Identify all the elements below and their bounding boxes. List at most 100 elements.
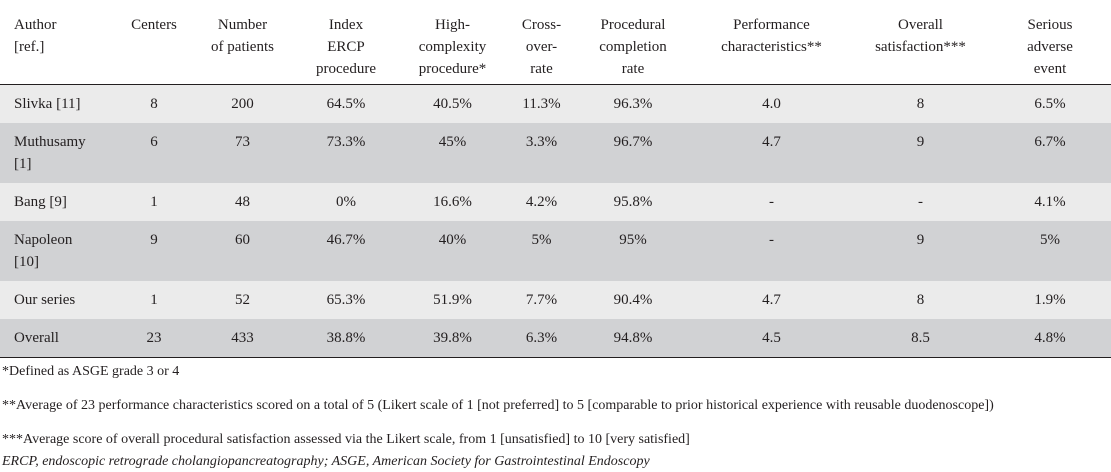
column-header-line: Cross- bbox=[521, 17, 562, 33]
cell-patients: 200 bbox=[231, 96, 254, 112]
table-row: Muthusamy [1] 6 73 73.3% 45% 3.3% 96.7% 4.7 9 6.7% bbox=[0, 123, 1111, 183]
cell-high-complexity: 39.8% bbox=[397, 319, 508, 358]
column-header: Serious adverse event bbox=[989, 0, 1111, 85]
cell-performance: 4.5 bbox=[691, 319, 852, 358]
cell-index-ercp: 0% bbox=[336, 194, 356, 210]
cell-patients: 48 bbox=[235, 194, 250, 210]
cell-index-ercp: 38.8% bbox=[295, 319, 397, 358]
author-cell: Slivka [11] bbox=[0, 85, 118, 124]
column-header: Procedural completion rate bbox=[575, 0, 691, 85]
cell-satisfaction: 8 bbox=[916, 292, 925, 308]
column-header-line: characteristics** bbox=[721, 39, 822, 55]
footnote-satisfaction: ***Average score of overall procedural s… bbox=[2, 432, 690, 447]
cell-performance: 4.7 bbox=[762, 134, 781, 150]
footnote-abbreviations: ERCP, endoscopic retrograde cholangiopan… bbox=[2, 454, 650, 469]
results-table: Author [ref.] Centers Number of patients Inde… bbox=[0, 0, 1111, 358]
author-line: Slivka [11] bbox=[14, 96, 81, 112]
table-row: Slivka [11] 8 200 64.5% 40.5% 11.3% 96.3% 4.0 8 6… bbox=[0, 84, 1111, 124]
cell-centers: 6 bbox=[150, 134, 158, 150]
column-header-line: Number bbox=[217, 17, 268, 33]
author-cell: Muthusamy [1] bbox=[0, 123, 118, 183]
cell-satisfaction: - bbox=[918, 194, 923, 210]
cell-index-ercp: 65.3% bbox=[326, 292, 366, 308]
column-header-line: Serious bbox=[1027, 17, 1073, 33]
footnote-performance: **Average of 23 performance characterist… bbox=[2, 398, 994, 413]
cell-centers: 1 bbox=[150, 292, 158, 308]
cell-completion: 95% bbox=[619, 232, 647, 248]
cell-adverse: 6.7% bbox=[1034, 134, 1066, 150]
column-header-line: [ref.] bbox=[14, 39, 45, 55]
column-header: Author [ref.] bbox=[0, 0, 118, 85]
cell-adverse: 6.5% bbox=[1034, 96, 1066, 112]
column-header-line: Performance bbox=[733, 17, 810, 33]
column-header: Centers bbox=[118, 0, 190, 85]
cell-completion: 90.4% bbox=[613, 292, 653, 308]
cell-high-complexity: 16.6% bbox=[433, 194, 472, 210]
cell-satisfaction: 9 bbox=[916, 232, 925, 248]
author-cell: Bang [9] bbox=[0, 183, 118, 221]
table-row: Napoleon [10] 9 60 46.7% 40% 5% 95% -9 5% bbox=[0, 221, 1111, 281]
footnotes: *Defined as ASGE grade 3 or 4 **Average … bbox=[0, 362, 1111, 472]
table-row: Bang [9] 1 48 0% 16.6% 4.2% 95.8% - - 4.1% bbox=[0, 183, 1111, 221]
cell-centers: 23 bbox=[118, 319, 190, 358]
column-header: Index ERCP procedure bbox=[295, 0, 397, 85]
cell-performance: 4.7 bbox=[762, 292, 781, 308]
cell-patients: 52 bbox=[235, 292, 250, 308]
cell-centers: 8 bbox=[150, 96, 158, 112]
cell-crossover: 7.7% bbox=[525, 292, 558, 308]
cell-high-complexity: 40% bbox=[438, 232, 467, 248]
column-header-line: procedure bbox=[316, 61, 376, 77]
author-line: Bang [9] bbox=[14, 194, 67, 210]
cell-crossover: 6.3% bbox=[508, 319, 575, 358]
cell-performance: - bbox=[769, 194, 774, 210]
author-line: [1] bbox=[14, 156, 32, 172]
cell-completion: 94.8% bbox=[575, 319, 691, 358]
author-line: Our series bbox=[14, 292, 76, 308]
cell-crossover: 11.3% bbox=[522, 96, 561, 112]
column-header-line: over- bbox=[525, 39, 558, 55]
author-cell: Napoleon [10] bbox=[0, 221, 118, 281]
author-line: Napoleon bbox=[14, 232, 73, 248]
cell-crossover: 5% bbox=[531, 232, 552, 248]
column-header-line: Index bbox=[328, 17, 364, 33]
author-cell: Our series bbox=[0, 281, 118, 319]
footnote-asge-grade: *Defined as ASGE grade 3 or 4 bbox=[2, 364, 180, 379]
cell-completion: 96.3% bbox=[613, 96, 653, 112]
cell-adverse: 1.9% bbox=[1034, 292, 1066, 308]
cell-crossover: 4.2% bbox=[525, 194, 558, 210]
cell-crossover: 3.3% bbox=[525, 134, 558, 150]
cell-patients: 433 bbox=[190, 319, 295, 358]
author-line: Overall bbox=[14, 330, 59, 346]
cell-completion: 95.8% bbox=[613, 194, 653, 210]
column-header-line: completion bbox=[599, 39, 667, 55]
column-header-line: High- bbox=[435, 17, 470, 33]
column-header-line: adverse bbox=[1027, 39, 1073, 55]
cell-patients: 60 bbox=[235, 232, 250, 248]
cell-completion: 96.7% bbox=[613, 134, 653, 150]
cell-performance: 4.0 bbox=[762, 96, 781, 112]
column-header-line: satisfaction*** bbox=[875, 39, 966, 55]
column-header-line: Overall bbox=[898, 17, 943, 33]
column-header-line: procedure* bbox=[418, 61, 487, 77]
cell-satisfaction: 8.5 bbox=[852, 319, 989, 358]
cell-centers: 1 bbox=[150, 194, 158, 210]
column-header-line: event bbox=[1033, 61, 1067, 77]
table-row: Our series 1 52 65.3% 51.9% 7.7% 90.4% 4.7 8 1.9% bbox=[0, 281, 1111, 319]
table-row: Overall 23 433 38.8% 39.8% 6.3% 94.8% 4.5 8.5 4.8… bbox=[0, 319, 1111, 358]
cell-high-complexity: 40.5% bbox=[433, 96, 472, 112]
cell-satisfaction: 8 bbox=[916, 96, 925, 112]
column-header: Performance characteristics** bbox=[691, 0, 852, 85]
column-header-line: rate bbox=[621, 61, 645, 77]
table-header-row: Author [ref.] Centers Number of patients Inde… bbox=[0, 0, 1111, 85]
cell-high-complexity: 51.9% bbox=[433, 292, 472, 308]
cell-high-complexity: 45% bbox=[438, 134, 467, 150]
cell-index-ercp: 73.3% bbox=[326, 134, 366, 150]
column-header-line: Centers bbox=[131, 17, 177, 33]
cell-centers: 9 bbox=[150, 232, 158, 248]
column-header: Cross-over-rate bbox=[508, 0, 575, 85]
cell-adverse: 4.8% bbox=[989, 319, 1111, 358]
column-header-line: Procedural bbox=[600, 17, 666, 33]
cell-satisfaction: 9 bbox=[916, 134, 925, 150]
cell-index-ercp: 46.7% bbox=[326, 232, 366, 248]
